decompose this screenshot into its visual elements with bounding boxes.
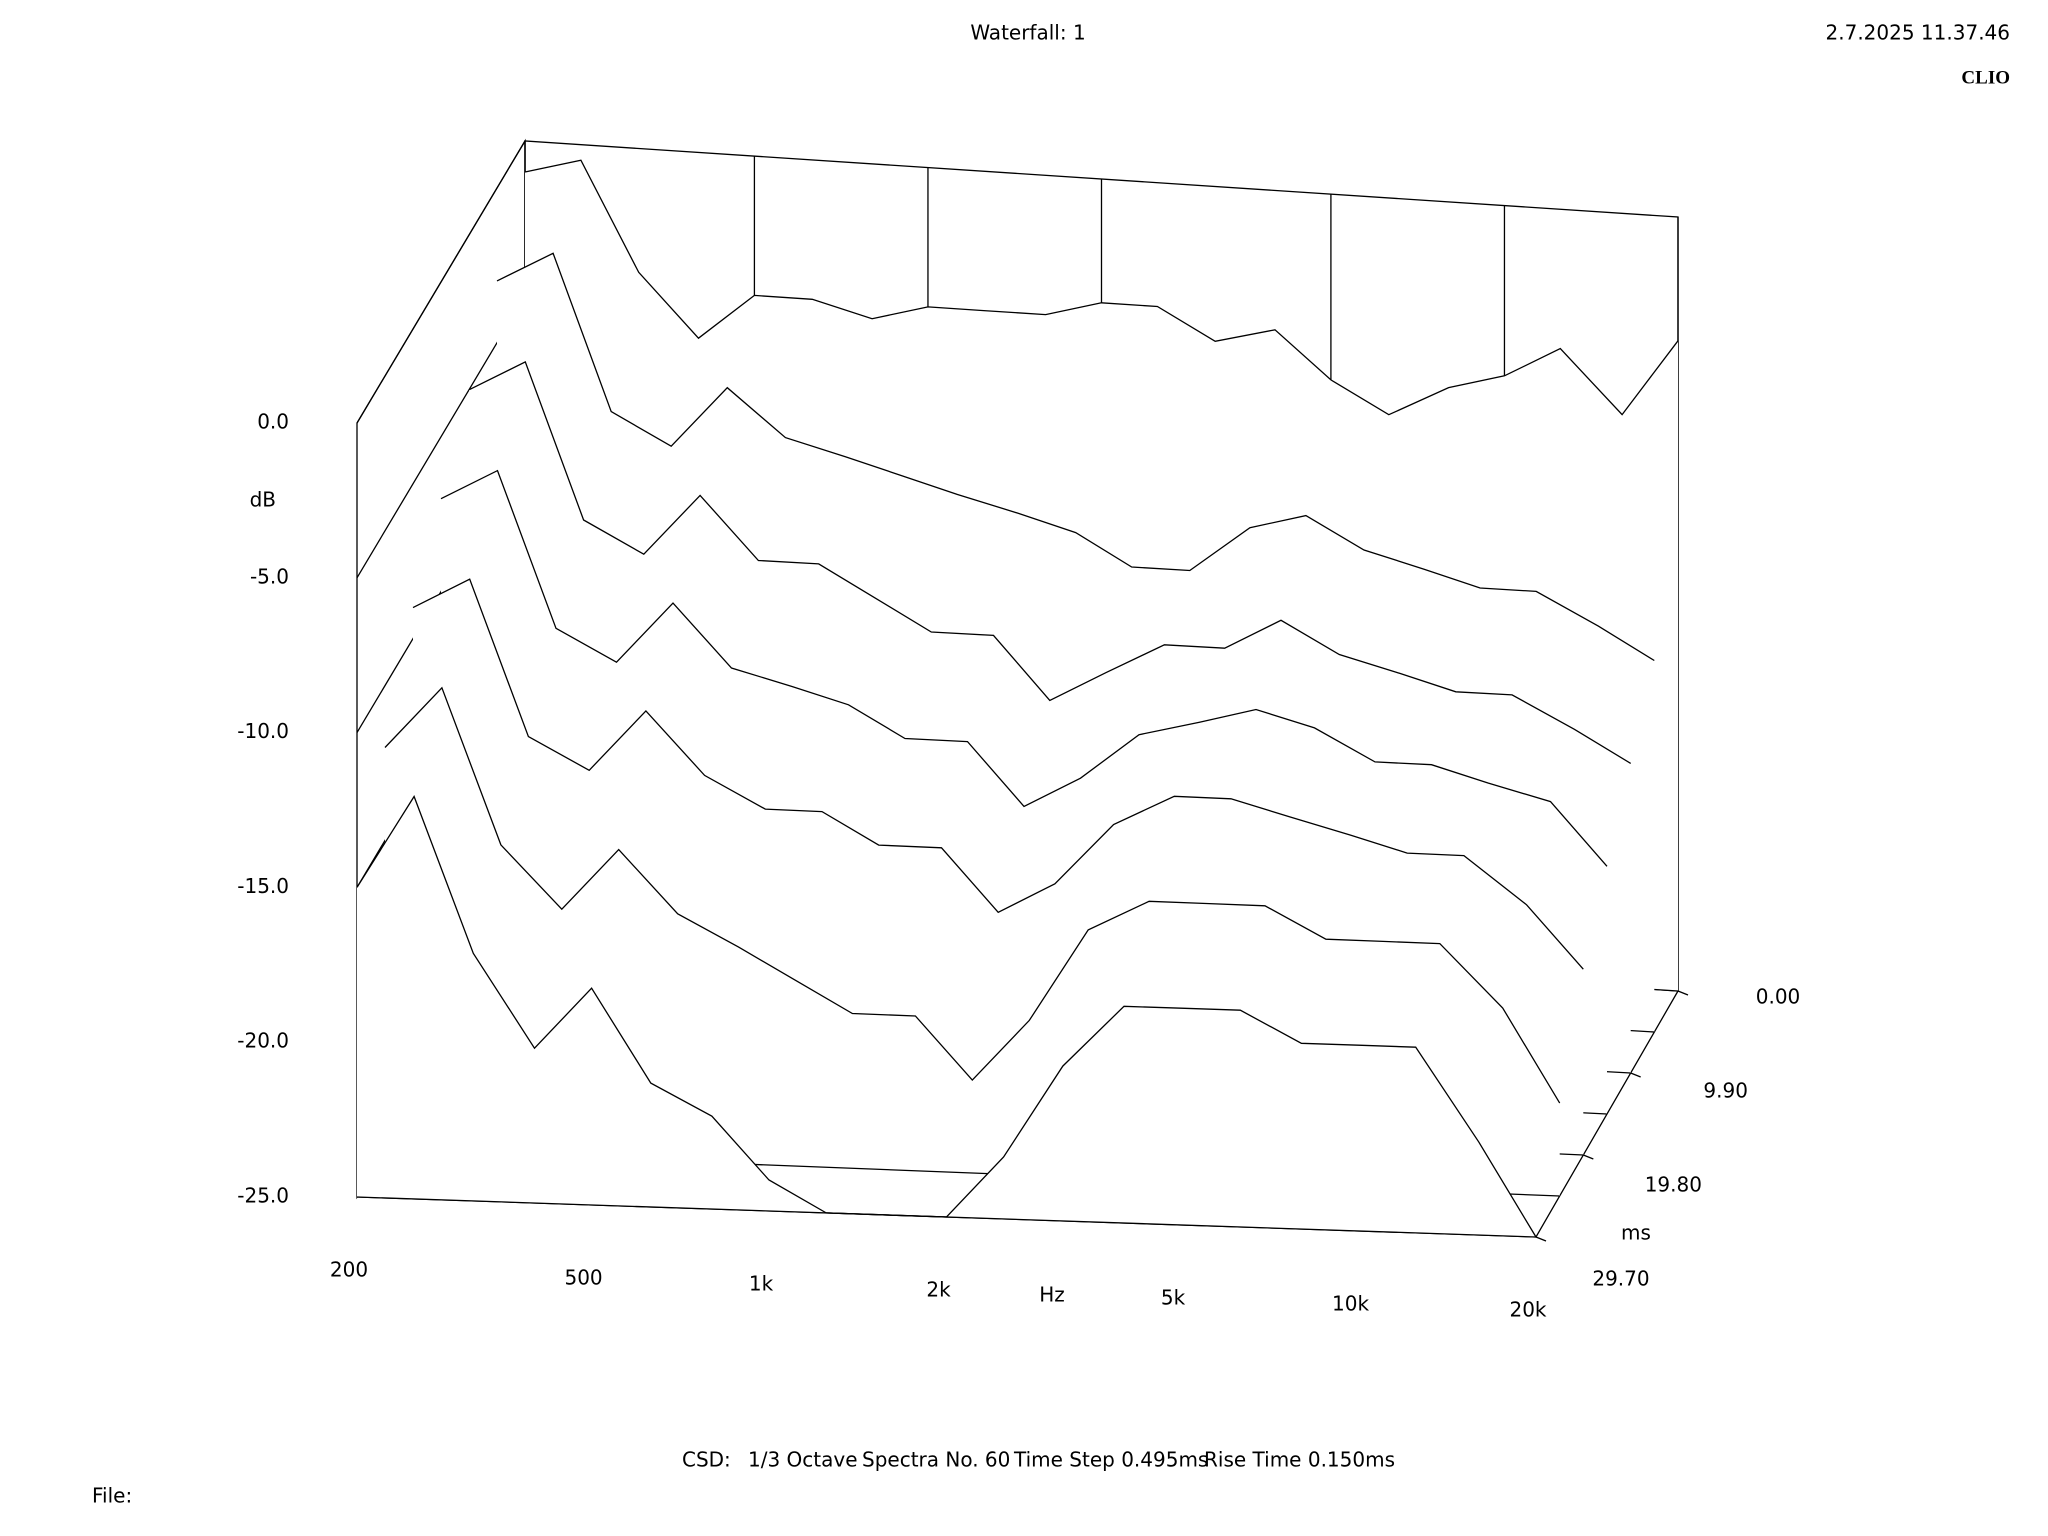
spectrum-line (440, 469, 1608, 867)
spectrum-line (384, 686, 1561, 1104)
x-tick-label: 200 (330, 1258, 368, 1282)
y-tick-label: -20.0 (237, 1029, 289, 1053)
file-label: File: (92, 1484, 132, 1508)
spectrum-line (496, 252, 1655, 662)
spectrum-fill (357, 796, 1536, 1237)
spectrum-line (468, 360, 1632, 764)
chart-title: Waterfall: 1 (970, 21, 1085, 45)
footer-item: Time Step 0.495ms (1013, 1448, 1208, 1472)
y-tick-label: -10.0 (237, 719, 289, 743)
y-tick-label: -15.0 (237, 874, 289, 898)
y-tick-label: 0.0 (257, 410, 289, 434)
y-axis-label: dB (250, 488, 276, 512)
z-tick-label: 29.70 (1592, 1267, 1649, 1291)
x-tick-label: 1k (749, 1271, 774, 1295)
tick-mark (1677, 990, 1689, 996)
z-tick-label: 19.80 (1645, 1173, 1702, 1197)
y-tick-label: -5.0 (250, 564, 289, 588)
x-axis-label: Hz (1039, 1283, 1065, 1307)
x-tick-label: 5k (1161, 1285, 1186, 1309)
spectrum-line (524, 159, 1679, 416)
footer-item: 1/3 Octave (748, 1448, 858, 1472)
tick-mark (1630, 1072, 1641, 1078)
timestamp: 2.7.2025 11.37.46 (1826, 21, 2010, 45)
footer-item: CSD: (682, 1448, 731, 1472)
footer-item: Spectra No. 60 (862, 1448, 1010, 1472)
x-tick-label: 10k (1332, 1291, 1369, 1315)
footer-item: Rise Time 0.150ms (1204, 1448, 1395, 1472)
spectrum-line (412, 578, 1584, 970)
floor-line (356, 1196, 1537, 1238)
tick-mark (1535, 1236, 1547, 1242)
x-tick-label: 500 (564, 1265, 602, 1289)
x-tick-label: 20k (1509, 1298, 1546, 1322)
z-tick-label: 0.00 (1756, 985, 1801, 1009)
x-tick-label: 2k (926, 1278, 951, 1302)
z-axis-label: ms (1621, 1221, 1651, 1245)
tick-mark (1583, 1154, 1594, 1160)
y-tick-label: -25.0 (237, 1184, 289, 1208)
brand: CLIO (1961, 67, 2010, 88)
z-tick-label: 9.90 (1703, 1079, 1748, 1103)
grid-line (356, 140, 526, 424)
